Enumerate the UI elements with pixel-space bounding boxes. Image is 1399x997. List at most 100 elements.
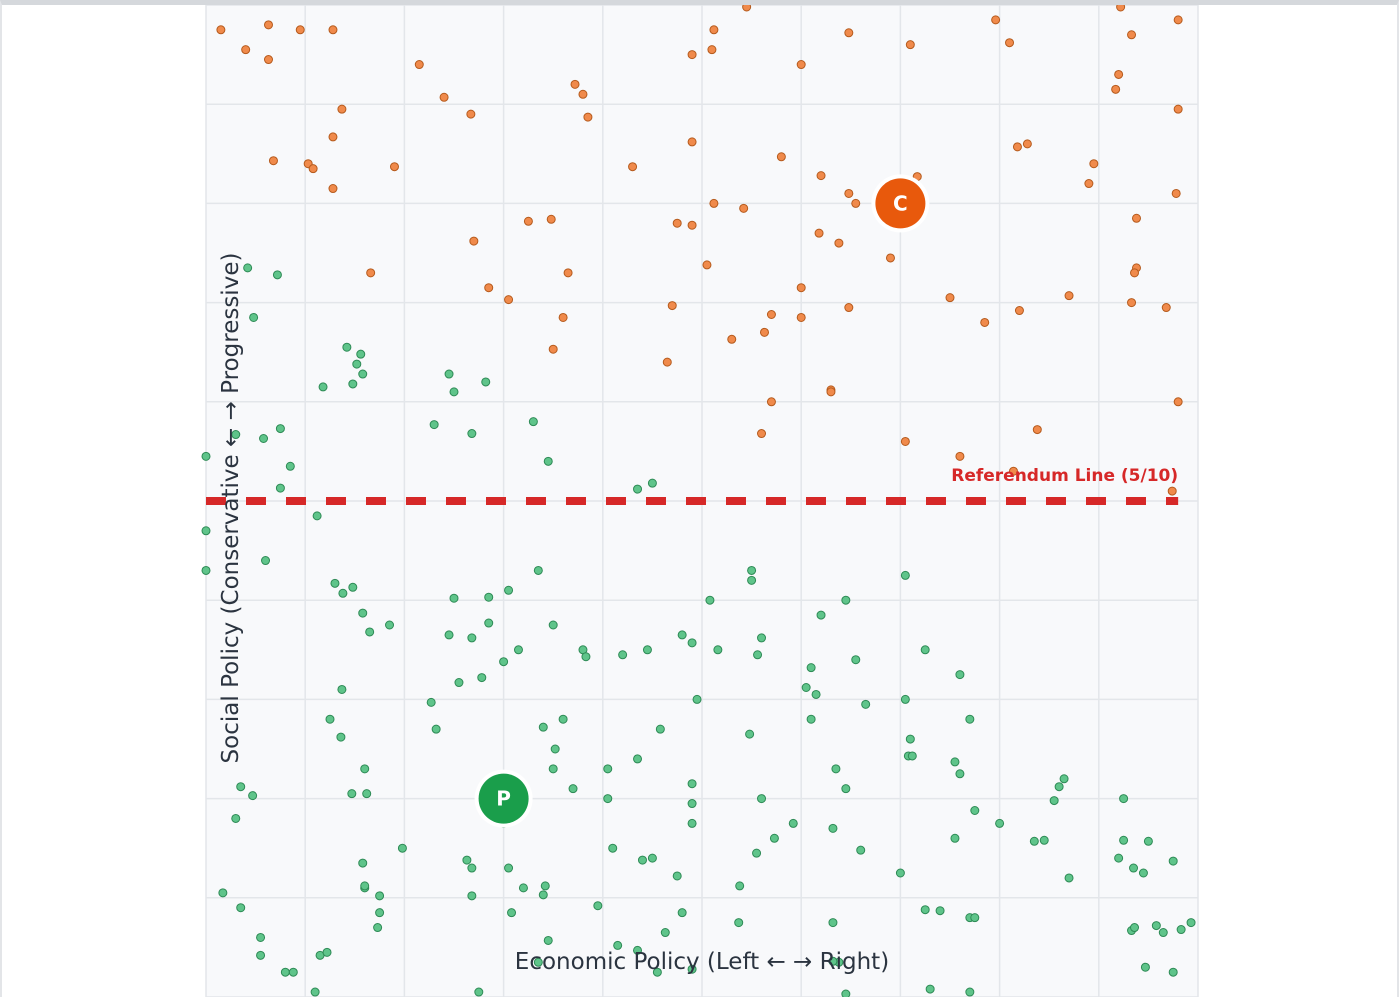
data-point-orange: [548, 344, 558, 354]
data-point-orange: [389, 162, 399, 172]
data-point-green: [538, 890, 548, 900]
data-point-green: [338, 588, 348, 598]
data-point-green: [481, 377, 491, 387]
data-point-orange: [583, 112, 593, 122]
data-point-green: [444, 369, 454, 379]
data-point-green: [745, 729, 755, 739]
data-point-green: [655, 724, 665, 734]
data-point-green: [1158, 928, 1168, 938]
referendum-line-label: Referendum Line (5/10): [951, 466, 1178, 486]
data-point-green: [449, 593, 459, 603]
data-point-green: [507, 908, 517, 918]
data-point-orange: [816, 171, 826, 181]
data-point-green: [841, 595, 851, 605]
data-point-orange: [980, 317, 990, 327]
data-point-orange: [1173, 15, 1183, 25]
data-point-green: [633, 754, 643, 764]
data-point-green: [568, 784, 578, 794]
data-point-orange: [1012, 142, 1022, 152]
data-point-orange: [739, 203, 749, 213]
data-point-orange: [672, 218, 682, 228]
data-point-green: [660, 928, 670, 938]
data-point-green: [322, 947, 332, 957]
data-point-green: [358, 369, 368, 379]
data-point-green: [1168, 967, 1178, 977]
data-point-orange: [707, 45, 717, 55]
data-point-orange: [900, 436, 910, 446]
data-point-green: [1138, 868, 1148, 878]
data-point-green: [533, 957, 543, 967]
data-point-green: [828, 823, 838, 833]
data-point-green: [806, 663, 816, 673]
data-point-green: [593, 901, 603, 911]
data-point-green: [652, 967, 662, 977]
data-point-green: [375, 908, 385, 918]
data-point-green: [1114, 853, 1124, 863]
data-point-green: [201, 451, 211, 461]
data-point-green: [677, 908, 687, 918]
candidate-marker-label: P: [496, 787, 511, 811]
data-point-orange: [337, 104, 347, 114]
data-point-green: [747, 575, 757, 585]
data-point-green: [713, 645, 723, 655]
data-point-green: [687, 818, 697, 828]
data-point-orange: [328, 184, 338, 194]
data-point-green: [231, 430, 241, 440]
data-point-green: [358, 608, 368, 618]
data-point-green: [543, 456, 553, 466]
x-axis-label: Economic Policy (Left ← → Right): [515, 949, 889, 975]
data-point-green: [385, 620, 395, 630]
data-point-orange: [905, 40, 915, 50]
data-point-green: [806, 714, 816, 724]
data-point-green: [907, 751, 917, 761]
data-point-green: [248, 791, 258, 801]
data-point-green: [275, 483, 285, 493]
data-point-orange: [216, 25, 226, 35]
data-point-green: [538, 722, 548, 732]
data-point-orange: [1161, 303, 1171, 313]
data-point-green: [1129, 863, 1139, 873]
data-point-green: [925, 984, 935, 994]
data-point-orange: [295, 25, 305, 35]
data-point-green: [462, 855, 472, 865]
data-point-orange: [578, 89, 588, 99]
data-point-green: [856, 845, 866, 855]
data-point-green: [935, 906, 945, 916]
data-point-orange: [504, 295, 514, 305]
data-point-orange: [1005, 38, 1015, 48]
data-point-green: [474, 987, 484, 997]
data-point-green: [1119, 794, 1129, 804]
data-point-orange: [1167, 486, 1177, 496]
data-point-green: [356, 349, 366, 359]
data-point-green: [513, 645, 523, 655]
data-point-orange: [1130, 268, 1140, 278]
data-point-green: [249, 312, 259, 322]
data-point-orange: [1064, 291, 1074, 301]
data-point-orange: [687, 50, 697, 60]
data-point-orange: [263, 20, 273, 30]
data-point-green: [920, 645, 930, 655]
data-point-green: [828, 918, 838, 928]
data-point-green: [504, 863, 514, 873]
data-point-orange: [687, 137, 697, 147]
data-point-green: [236, 903, 246, 913]
data-point-green: [528, 417, 538, 427]
data-point-orange: [834, 238, 844, 248]
data-point-orange: [328, 25, 338, 35]
data-point-orange: [796, 312, 806, 322]
data-point-orange: [558, 312, 568, 322]
data-point-green: [841, 784, 851, 794]
data-point-green: [533, 565, 543, 575]
data-point-green: [454, 678, 464, 688]
data-point-green: [348, 582, 358, 592]
data-point-orange: [844, 303, 854, 313]
data-point-green: [801, 682, 811, 692]
data-point-green: [312, 511, 322, 521]
data-point-green: [259, 434, 269, 444]
data-point-orange: [1114, 69, 1124, 79]
data-point-green: [647, 853, 657, 863]
data-point-green: [1054, 782, 1064, 792]
data-point-orange: [814, 228, 824, 238]
data-point-green: [841, 989, 851, 997]
data-point-green: [965, 714, 975, 724]
